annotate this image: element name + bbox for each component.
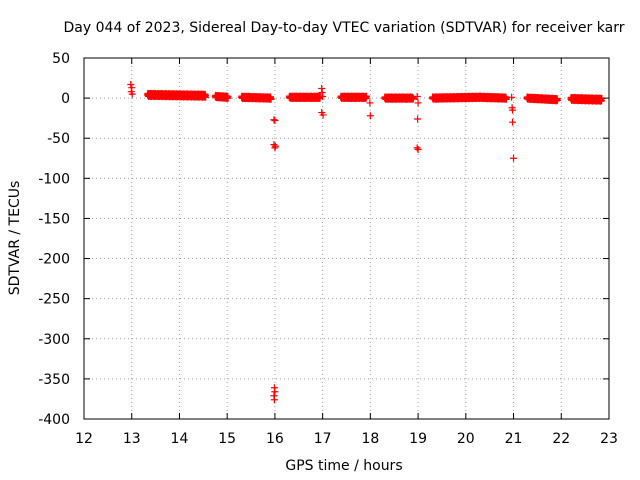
y-tick-label: 50 [52,51,70,67]
data-point-outlier [270,116,278,124]
data-point-outlier [414,115,422,123]
data-point-outlier [509,106,517,114]
data-point [363,92,371,100]
plot-frame [83,57,610,420]
x-tick-label: 17 [314,431,332,447]
y-tick-label: -200 [38,252,70,268]
data-point [553,96,561,104]
x-tick-label: 23 [600,431,618,447]
data-point-outlier [508,93,516,101]
y-tick-label: -50 [47,131,70,147]
data-point [267,95,275,103]
x-tick-label: 12 [75,431,93,447]
x-tick-label: 13 [123,431,141,447]
data-point-outlier [366,99,374,107]
data-point [502,95,510,103]
y-tick-label: -100 [38,171,70,187]
data-point-outlier [366,112,374,120]
data-point-outlier [319,111,327,119]
y-axis-label: SDTVAR / TECUs [7,181,23,296]
data-series [127,80,606,404]
x-axis-label: GPS time / hours [285,458,402,474]
x-tick-label: 14 [171,431,189,447]
y-tick-label: -400 [38,412,70,428]
y-tick-label: -250 [38,292,70,308]
data-point-outlier [127,80,135,88]
y-tick-label: -300 [38,332,70,348]
x-tick-label: 22 [552,431,570,447]
data-point-outlier [510,154,518,162]
data-point [202,93,210,101]
x-tick-label: 16 [266,431,284,447]
data-point-outlier [270,141,278,149]
data-point-outlier [413,93,421,101]
data-point-outlier [414,99,422,107]
data-point-outlier [509,118,517,126]
grid [84,58,609,419]
y-tick-label: 0 [61,91,70,107]
data-point-outlier [270,396,278,404]
axis-ticks: 12 13 14 15 16 17 18 19 20 21 22 23 50 0 -50 -100 -150 -2… [38,51,618,447]
x-tick-label: 15 [218,431,236,447]
data-point [224,94,232,102]
x-tick-label: 19 [409,431,427,447]
data-point-outlier [414,145,422,153]
data-point-outlier [271,117,279,125]
data-point-outlier [271,388,279,396]
y-tick-label: -350 [38,372,70,388]
chart-title: Day 044 of 2023, Sidereal Day-to-day VTE… [64,20,625,36]
data-point [409,94,417,102]
x-tick-label: 21 [505,431,523,447]
x-tick-label: 18 [361,431,379,447]
y-tick-label: -150 [38,211,70,227]
x-tick-label: 20 [457,431,475,447]
data-point-outlier [413,144,421,152]
data-point-outlier [319,93,327,101]
data-point-outlier [271,144,279,152]
data-point-outlier [128,90,136,98]
